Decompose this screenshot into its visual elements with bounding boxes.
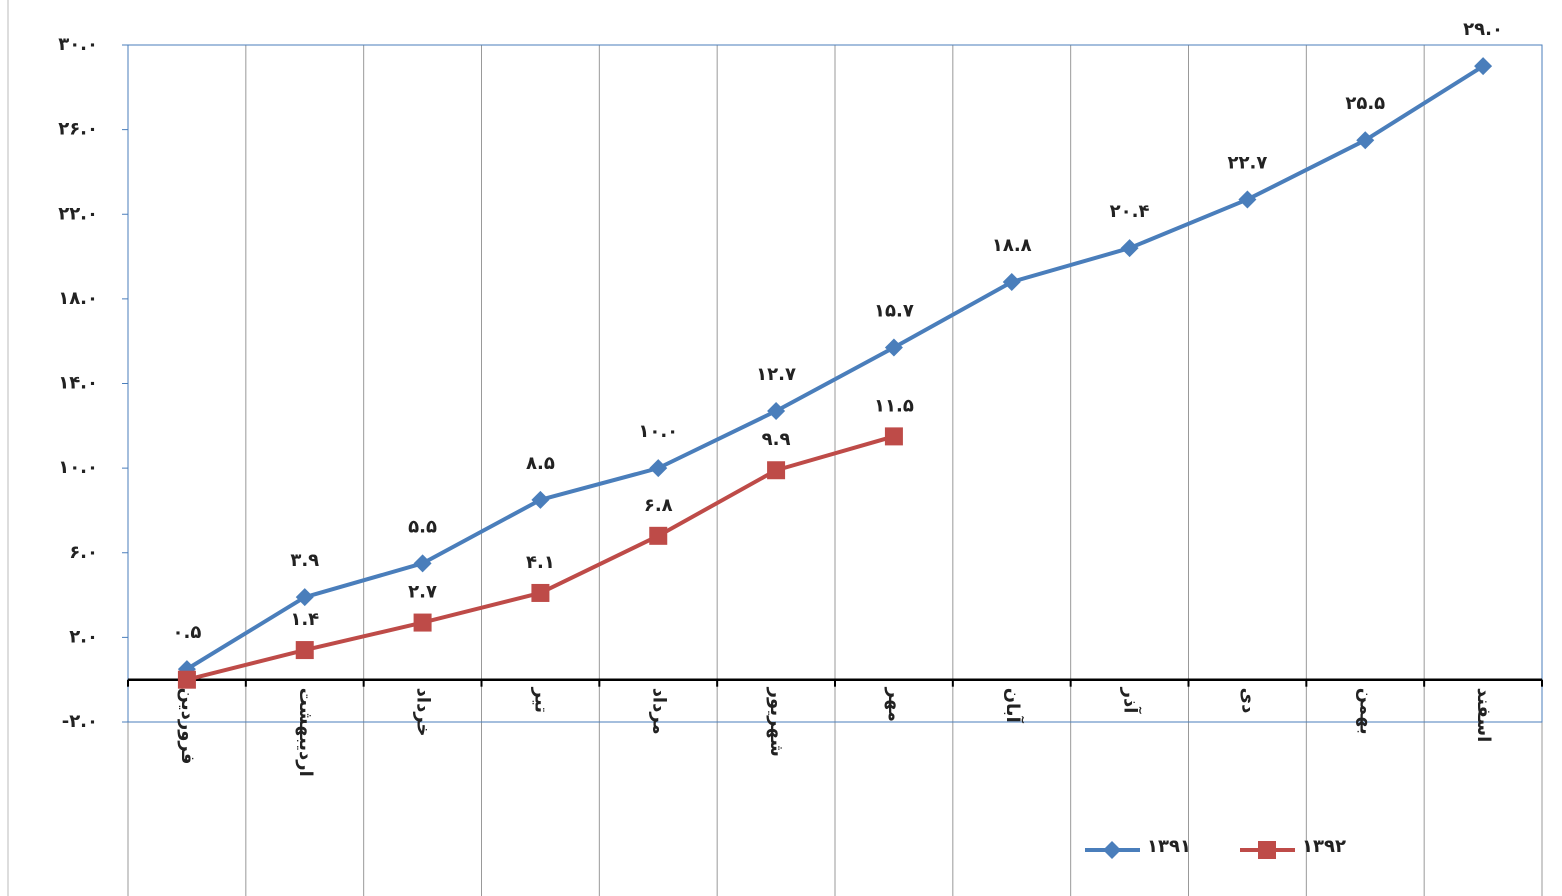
data-point — [649, 459, 668, 478]
y-tick-label: ۲۲.۰ — [58, 203, 98, 224]
data-point — [1120, 239, 1139, 258]
data-point — [884, 338, 903, 357]
x-tick-label: آذر — [1120, 687, 1143, 715]
data-point — [1002, 272, 1021, 291]
data-label: ۲۹.۰ — [1463, 19, 1503, 40]
data-label: ۱۱.۵ — [874, 395, 914, 416]
data-label: ۱۰.۰ — [638, 421, 678, 442]
x-tick-label: اردیبهشت — [295, 688, 316, 777]
legend-label: ۱۳۹۱ — [1147, 836, 1191, 857]
data-point — [1474, 57, 1493, 76]
x-tick-label: فروردین — [177, 688, 198, 765]
x-tick-label: تیر — [530, 687, 551, 713]
data-label: ۹.۹ — [762, 429, 791, 450]
data-point — [767, 461, 786, 480]
y-tick-label: ۱۰.۰ — [58, 457, 98, 478]
data-label: ۴.۱ — [526, 552, 555, 573]
data-point — [295, 588, 314, 607]
y-tick-label: -۲.۰ — [62, 711, 98, 732]
y-tick-label: ۲۶.۰ — [58, 119, 98, 140]
data-point — [531, 490, 550, 509]
y-tick-label: ۳۰.۰ — [58, 34, 98, 55]
x-tick-label: شهریور — [766, 687, 787, 757]
data-point — [649, 526, 668, 545]
series-line — [185, 64, 1485, 671]
data-point — [413, 554, 432, 573]
data-label: ۲۲.۷ — [1228, 152, 1268, 173]
x-tick-label: مرداد — [648, 688, 669, 735]
x-tick-label: دی — [1237, 688, 1258, 714]
legend-marker — [1258, 841, 1276, 859]
data-label: ۵.۵ — [408, 516, 437, 537]
x-tick-label: آبان — [1002, 688, 1025, 724]
data-point — [1238, 190, 1257, 209]
x-tick-label: خرداد — [413, 688, 434, 737]
legend-label: ۱۳۹۲ — [1302, 836, 1346, 857]
y-tick-label: ۱۸.۰ — [58, 288, 98, 309]
data-point — [767, 402, 786, 421]
data-label: ۳.۹ — [290, 550, 319, 571]
data-point — [177, 670, 196, 689]
data-point — [884, 427, 903, 446]
data-label: ۸.۵ — [526, 453, 555, 474]
data-label: ۱۸.۸ — [992, 235, 1032, 256]
data-point — [531, 583, 550, 602]
data-label: ۱.۴ — [290, 609, 319, 630]
data-label: ۲۰.۴ — [1110, 201, 1150, 222]
data-label: ۰.۵ — [173, 622, 202, 643]
y-tick-label: ۱۴.۰ — [58, 373, 98, 394]
data-point — [413, 613, 432, 632]
data-label: ۱۵.۷ — [874, 301, 914, 322]
legend-marker — [1103, 841, 1121, 859]
x-tick-label: بهمن — [1355, 688, 1376, 735]
data-label: ۶.۸ — [644, 495, 673, 516]
y-tick-label: ۶.۰ — [69, 542, 98, 563]
data-label: ۲۵.۵ — [1345, 93, 1385, 114]
data-label: ۱۲.۷ — [756, 364, 796, 385]
x-tick-label: اسفند — [1473, 688, 1494, 743]
data-point — [1356, 131, 1375, 150]
x-tick-label: مهر — [884, 687, 905, 722]
data-point — [295, 641, 314, 660]
data-label: ۲.۷ — [408, 582, 437, 603]
y-tick-label: ۲.۰ — [69, 626, 98, 647]
